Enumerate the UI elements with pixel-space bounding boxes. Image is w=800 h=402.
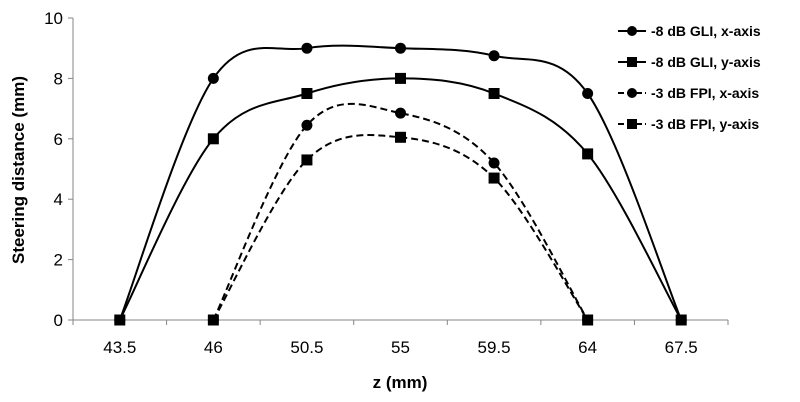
y-tick-label: 0 xyxy=(54,311,63,330)
data-point xyxy=(395,42,406,54)
legend-label: -8 dB GLI, x-axis xyxy=(651,23,761,39)
legend: -8 dB GLI, x-axis -8 dB GLI, y-axis -3 dB … xyxy=(618,23,761,132)
data-point xyxy=(395,107,406,119)
x-tick-label: 50.5 xyxy=(290,338,323,357)
series-2 xyxy=(114,72,687,326)
data-point xyxy=(207,314,219,326)
legend-entry: -3 dB FPI, y-axis xyxy=(618,116,759,132)
data-point xyxy=(301,154,313,166)
x-tick-label: 67.5 xyxy=(665,338,698,357)
series-line xyxy=(212,134,589,321)
y-tick-label: 4 xyxy=(54,190,63,209)
x-tick-label: 55 xyxy=(391,338,410,357)
legend-marker xyxy=(627,26,637,36)
series-4 xyxy=(207,131,594,326)
data-point xyxy=(301,119,313,131)
x-axis-title: z (mm) xyxy=(373,373,428,392)
data-point xyxy=(488,88,500,99)
data-point xyxy=(301,42,313,54)
legend-entry: -8 dB GLI, y-axis xyxy=(618,54,761,70)
legend-entry: -3 dB FPI, x-axis xyxy=(618,85,759,101)
y-tick-label: 8 xyxy=(54,69,63,88)
x-tick-label: 59.5 xyxy=(478,338,511,357)
y-tick-label: 6 xyxy=(54,130,63,149)
x-tick-label: 46 xyxy=(204,338,223,357)
data-point xyxy=(114,314,126,326)
series-1 xyxy=(114,42,687,326)
x-tick-label: 64 xyxy=(578,338,597,357)
y-axis-title: Steering distance (mm) xyxy=(9,76,28,264)
legend-marker xyxy=(627,57,637,67)
y-tick-label: 2 xyxy=(54,251,63,270)
y-tick-label: 10 xyxy=(44,9,63,28)
data-point xyxy=(395,131,406,143)
data-point xyxy=(582,314,594,326)
legend-label: -3 dB FPI, x-axis xyxy=(651,85,759,101)
data-point xyxy=(488,172,500,184)
data-point xyxy=(207,72,219,84)
legend-label: -8 dB GLI, y-axis xyxy=(651,54,761,70)
series-layer xyxy=(114,42,687,326)
legend-marker xyxy=(627,88,637,98)
x-tick-label: 43.5 xyxy=(103,338,136,357)
legend-label: -3 dB FPI, y-axis xyxy=(651,116,759,132)
data-point xyxy=(582,148,594,160)
data-point xyxy=(301,88,313,99)
data-point xyxy=(207,133,219,145)
data-point xyxy=(488,157,500,169)
legend-marker xyxy=(627,119,637,129)
data-point xyxy=(582,88,594,99)
data-point xyxy=(488,50,500,62)
data-point xyxy=(675,314,687,326)
series-line xyxy=(118,44,683,321)
data-point xyxy=(395,72,406,84)
legend-entry: -8 dB GLI, x-axis xyxy=(618,23,761,39)
